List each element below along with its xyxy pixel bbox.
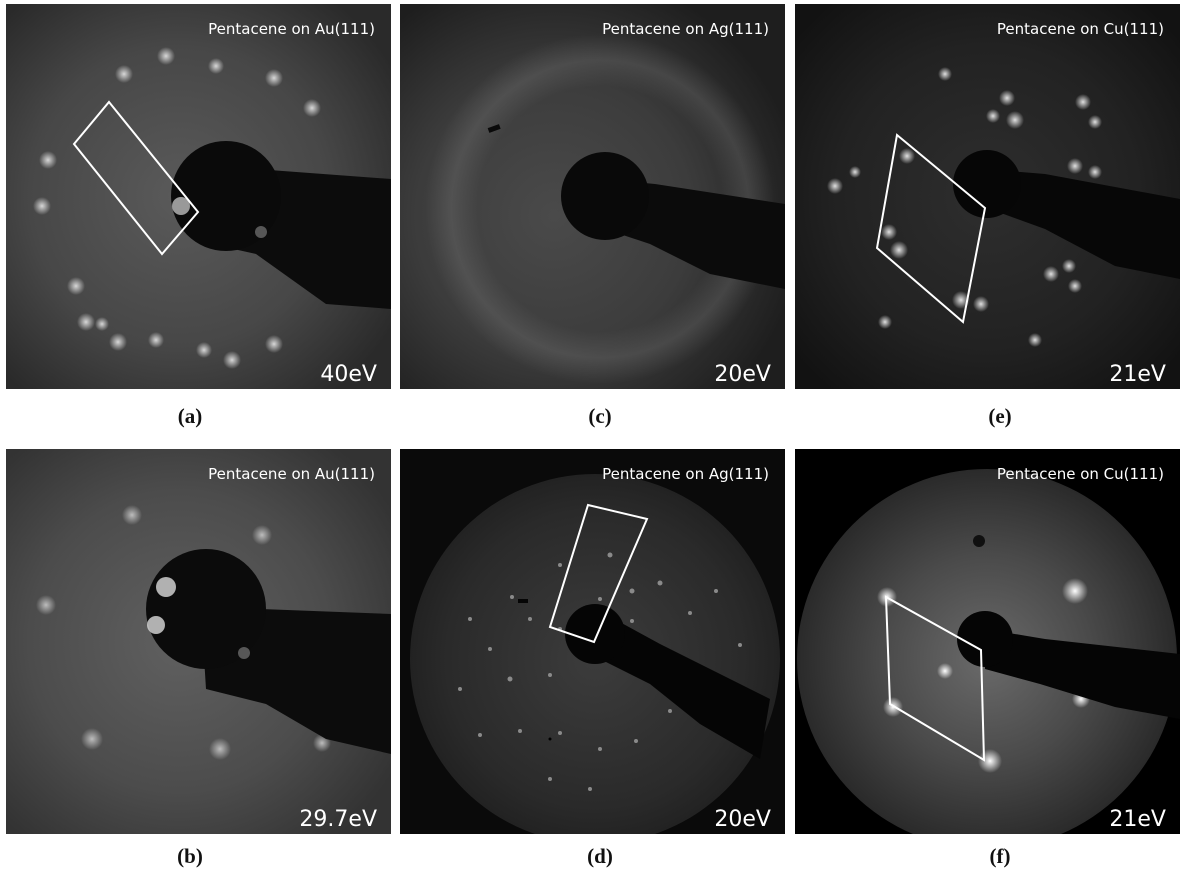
leed-pattern-b: Pentacene on Au(111) 29.7eV [6, 449, 391, 834]
leed-image-f [795, 449, 1180, 834]
panel-caption: (c) [588, 404, 612, 428]
leed-pattern-a: Pentacene on Au(111) 40eV [6, 4, 391, 389]
panel-caption: (b) [177, 844, 203, 868]
leed-image-c [400, 4, 785, 389]
panel-caption: (e) [988, 404, 1012, 428]
leed-image-b [6, 449, 391, 834]
leed-pattern-f: Pentacene on Cu(111) 21eV [795, 449, 1180, 834]
panel-title: Pentacene on Cu(111) [996, 465, 1164, 483]
leed-pattern-e: Pentacene on Cu(111) 21eV [795, 4, 1180, 389]
leed-pattern-c: Pentacene on Ag(111) 20eV [400, 4, 785, 389]
leed-image-a [6, 4, 391, 389]
beam-energy-label: 21eV [1109, 807, 1166, 832]
leed-image-e [795, 4, 1180, 389]
panel-title: Pentacene on Au(111) [208, 465, 375, 483]
beam-energy-label: 21eV [1109, 362, 1166, 387]
panel-caption: (f) [989, 844, 1011, 868]
panel-title: Pentacene on Cu(111) [996, 20, 1164, 38]
panel-title: Pentacene on Ag(111) [602, 20, 769, 38]
beam-energy-label: 20eV [714, 807, 771, 832]
panel-title: Pentacene on Au(111) [208, 20, 375, 38]
panel-caption: (d) [587, 844, 613, 868]
leed-image-d [400, 449, 785, 834]
beam-energy-label: 40eV [320, 362, 377, 387]
beam-energy-label: 20eV [714, 362, 771, 387]
panel-caption: (a) [177, 404, 203, 428]
leed-pattern-d: Pentacene on Ag(111) 20eV [400, 449, 785, 834]
beam-energy-label: 29.7eV [299, 807, 377, 832]
panel-title: Pentacene on Ag(111) [602, 465, 769, 483]
